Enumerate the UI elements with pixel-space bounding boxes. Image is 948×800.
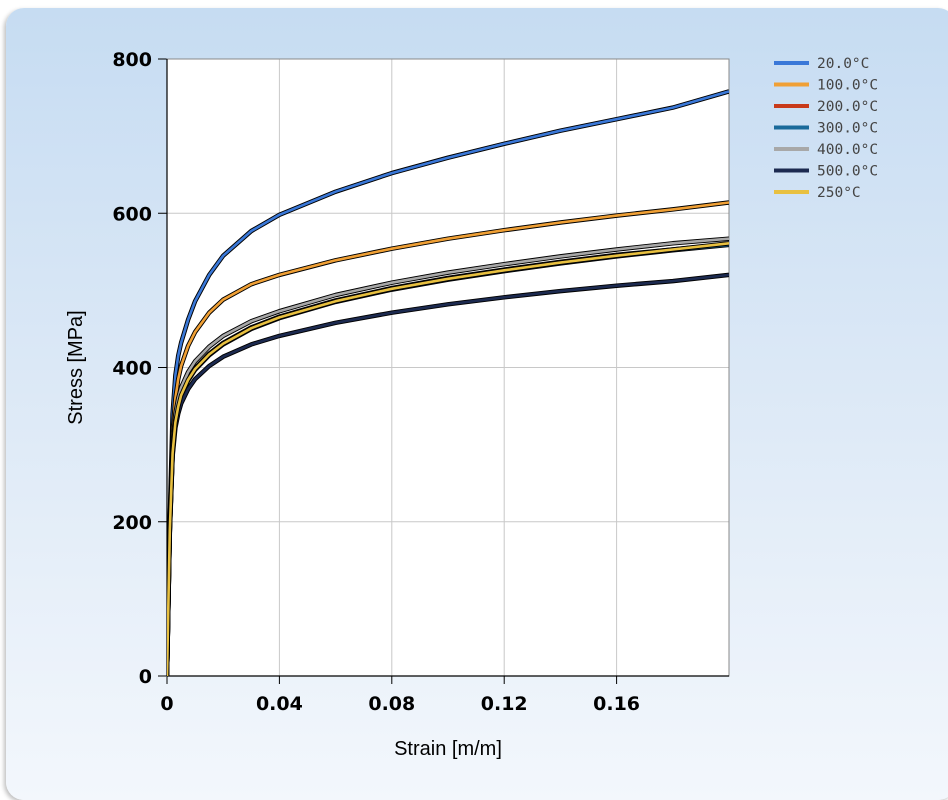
grid: [167, 59, 729, 676]
x-tick-label: 0.04: [256, 693, 303, 715]
y-tick-label: 0: [139, 666, 152, 688]
x-axis-title: Strain [m/m]: [394, 738, 502, 760]
x-tick-label: 0: [160, 693, 173, 715]
legend-label: 200.0°C: [817, 99, 878, 115]
legend: 20.0°C 100.0°C 200.0°C 300.0°C 400.0°C 500.0°…: [774, 56, 878, 201]
y-tick-label: 600: [112, 203, 152, 225]
x-tick-label: 0.16: [593, 693, 640, 715]
y-tick-label: 400: [112, 358, 152, 380]
x-tick-label: 0.08: [368, 693, 415, 715]
x-tick-label: 0.12: [481, 693, 528, 715]
legend-label: 20.0°C: [817, 56, 869, 72]
legend-label: 400.0°C: [817, 142, 878, 158]
legend-label: 250°C: [817, 185, 861, 201]
y-axis-title: Stress [MPa]: [65, 310, 87, 424]
legend-label: 100.0°C: [817, 78, 878, 94]
legend-label: 500.0°C: [817, 164, 878, 180]
y-tick-label: 200: [112, 512, 152, 534]
y-tick-label: 800: [112, 49, 152, 71]
legend-label: 300.0°C: [817, 121, 878, 137]
